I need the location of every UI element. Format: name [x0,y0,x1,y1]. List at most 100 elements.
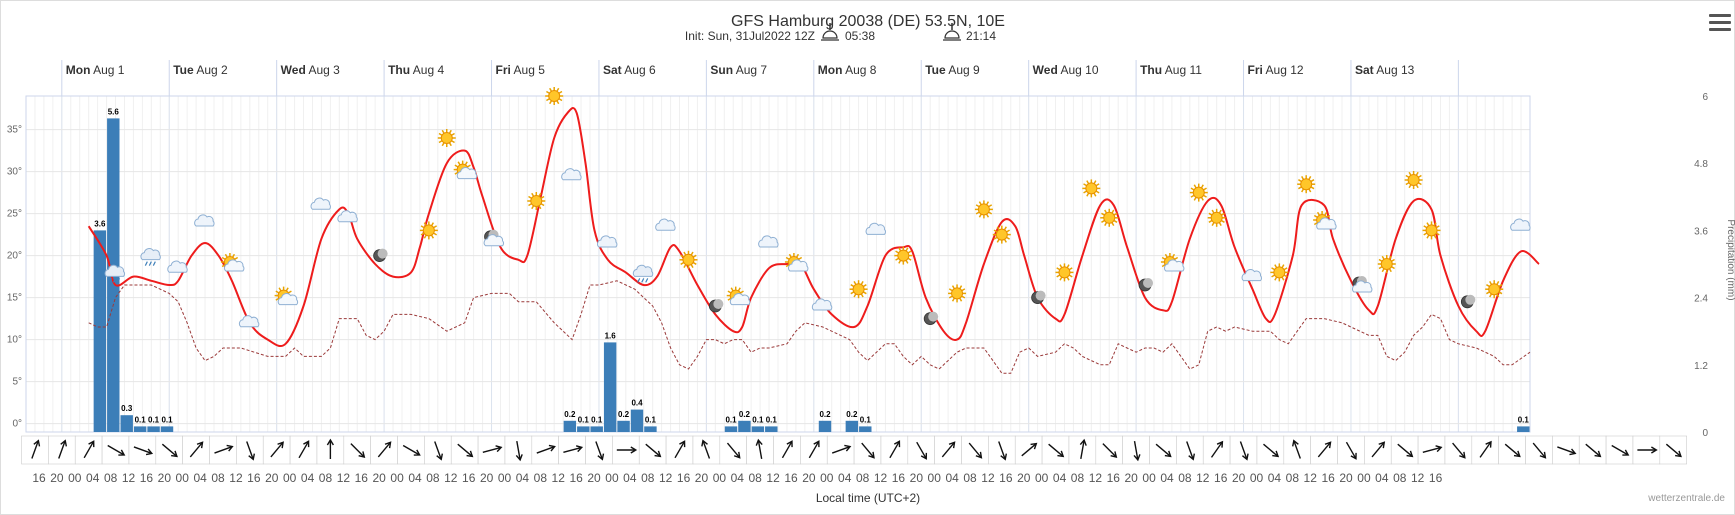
wind-arrow-head [1350,452,1357,460]
cloud-shape [456,167,478,180]
sun-disc [1058,266,1071,279]
day-label-date: Aug 5 [511,63,545,77]
day-label: Thu Aug 11 [1140,63,1202,77]
precip-bar [120,415,133,432]
hour-tick-label: 04 [516,471,530,485]
hour-tick-label: 08 [319,471,333,485]
wind-arrow-head [1406,450,1414,458]
hour-tick-label: 00 [390,471,404,485]
wind-arrow-icon [326,438,334,459]
wind-arrow-icon [1186,441,1196,461]
hour-tick-label: 08 [1393,471,1407,485]
wind-arrow-icon [701,439,711,459]
sun-disc [440,132,453,144]
sunrise-icon [821,23,839,41]
wind-arrow-head [384,441,392,449]
wind-arrow-icon [1532,442,1547,459]
wind-arrow-head [844,444,852,452]
hour-tick-label: 20 [265,471,279,485]
wind-arrow-icon [1422,445,1443,454]
wind-arrow-head [1164,450,1172,458]
wind-arrow-icon [1239,441,1249,461]
day-label: Fri Aug 5 [496,63,546,77]
wind-arrow-shaft [214,446,232,454]
temp-tick-label: 15° [7,293,22,304]
hour-tick-label: 20 [1339,471,1353,485]
cloud-shape [224,259,245,272]
sun-cloud-icon [220,253,245,272]
wind-arrow-icon [1210,440,1224,458]
hamburger-menu-icon[interactable] [1709,14,1731,34]
sun-disc [951,287,964,300]
wind-arrow-icon [377,441,392,458]
hour-tick-label: 12 [229,471,243,485]
hour-tick-label: 16 [1429,471,1443,485]
precip-data-label: 0.1 [148,415,160,424]
sun-icon [1485,280,1504,299]
temp-tick-label: 5° [12,377,22,388]
precip-bar [563,420,577,432]
wind-arrow-head [755,438,763,446]
hour-tick-label: 00 [820,471,834,485]
wind-arrow-shaft [1239,441,1248,459]
hour-tick-label: 00 [498,471,512,485]
cloud-shape [1510,218,1531,231]
wind-arrow-icon [350,443,366,459]
sun-icon [1189,183,1208,202]
hour-tick-label: 12 [552,471,566,485]
wind-arrow-icon [941,441,956,458]
cloud-shape [194,214,215,227]
precip-bar [133,426,147,432]
moon-shade [713,299,724,309]
rain-drop [112,278,117,283]
day-label-dow: Sat [603,63,622,77]
cloud-shape [811,298,833,311]
day-label-dow: Tue [925,63,946,77]
wind-arrow-shaft [161,443,177,457]
precip-data-label: 0.1 [645,415,657,424]
wind-arrow-head [358,451,366,459]
day-label: Tue Aug 2 [173,63,228,77]
precip-data-label: 0.1 [1518,415,1530,424]
wind-arrow-head [277,441,284,449]
wind-arrow-head [948,441,956,449]
cloud-icon [310,197,331,210]
chart-title: GFS Hamburg 20038 (DE) 53.5N, 10E [731,13,1005,30]
hour-tick-label: 08 [963,471,977,485]
wind-arrow-icon [434,441,444,461]
sun-disc [530,195,543,207]
wind-arrow-icon [402,444,421,456]
sun-disc [1488,283,1501,296]
hour-tick-label: 12 [874,471,888,485]
hour-tick-label: 12 [122,471,136,485]
rain-icon [140,248,161,266]
cloud-shape [167,260,188,273]
wind-arrow-head [145,448,154,456]
wind-arrow-icon [270,441,284,458]
wind-arrow-icon [246,441,256,461]
day-label-dow: Mon [818,63,843,77]
precip-data-label: 5.6 [108,107,120,116]
wind-arrow-head [893,440,901,448]
wind-arrow-icon [1292,439,1301,459]
hour-tick-label: 08 [1178,471,1192,485]
day-label-date: Aug 1 [90,63,124,77]
cloud-shape [310,197,331,210]
hour-tick-label: 00 [283,471,297,485]
sun-icon [1377,255,1396,273]
day-label-date: Aug 3 [306,63,340,77]
wind-arrow-head [1079,438,1087,446]
day-label-date: Aug 9 [946,63,980,77]
rain-icon [104,264,126,283]
sun-icon [545,87,564,105]
hour-tick-label: 16 [999,471,1013,485]
sun-disc [422,224,435,237]
wind-arrow-icon [31,439,41,459]
hour-tick-label: 00 [1035,471,1049,485]
wind-arrow-head [1513,450,1521,458]
grid [25,60,1531,432]
wind-arrow-shaft [1263,443,1278,457]
rain-drop [108,278,113,283]
sun-icon [679,250,698,269]
day-label-date: Aug 10 [1058,63,1099,77]
